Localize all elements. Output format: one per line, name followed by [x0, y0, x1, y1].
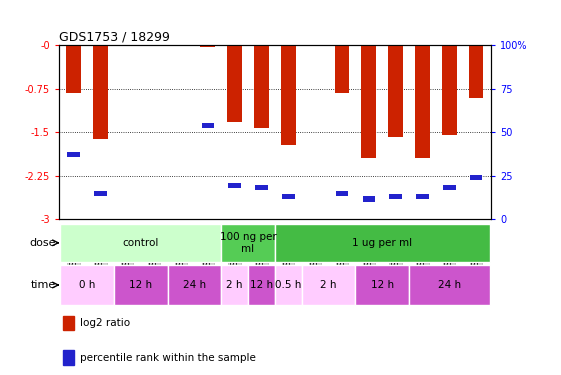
Bar	[334, 45, 350, 93]
Bar	[168, 265, 221, 305]
Text: 0 h: 0 h	[79, 280, 95, 290]
Bar	[409, 265, 490, 305]
Bar	[255, 185, 268, 190]
Bar	[221, 224, 275, 262]
Bar	[389, 194, 402, 199]
Bar	[93, 45, 108, 139]
Bar	[254, 45, 269, 128]
Text: time: time	[31, 280, 56, 290]
Bar	[362, 196, 375, 202]
Text: 24 h: 24 h	[183, 280, 206, 290]
Bar	[415, 45, 430, 158]
Text: dose: dose	[30, 238, 56, 248]
Bar	[361, 45, 376, 158]
Bar	[470, 175, 482, 180]
Bar	[416, 194, 429, 199]
Bar	[66, 45, 81, 93]
Text: 2 h: 2 h	[227, 280, 243, 290]
Bar	[442, 45, 457, 135]
Text: log2 ratio: log2 ratio	[80, 318, 130, 328]
Bar	[275, 224, 490, 262]
Bar	[221, 265, 248, 305]
Bar	[60, 265, 114, 305]
Bar	[302, 265, 355, 305]
Text: control: control	[122, 238, 159, 248]
Bar	[355, 265, 409, 305]
Bar	[201, 123, 214, 128]
Bar	[227, 45, 242, 122]
Text: 2 h: 2 h	[320, 280, 337, 290]
Bar	[114, 265, 168, 305]
Bar	[388, 45, 403, 137]
Bar	[275, 265, 302, 305]
Text: 1 ug per ml: 1 ug per ml	[352, 238, 412, 248]
Text: 12 h: 12 h	[250, 280, 273, 290]
Text: 12 h: 12 h	[129, 280, 152, 290]
Text: GDS1753 / 18299: GDS1753 / 18299	[59, 31, 170, 44]
Bar	[228, 183, 241, 188]
Bar	[248, 265, 275, 305]
Text: percentile rank within the sample: percentile rank within the sample	[80, 352, 255, 363]
Bar	[200, 45, 215, 47]
Bar	[335, 190, 348, 196]
Bar	[443, 185, 456, 190]
Bar	[94, 190, 107, 196]
Bar	[282, 194, 295, 199]
Bar	[60, 224, 221, 262]
Text: 100 ng per
ml: 100 ng per ml	[220, 232, 277, 254]
Bar	[63, 350, 74, 365]
Text: 0.5 h: 0.5 h	[275, 280, 301, 290]
Text: 24 h: 24 h	[438, 280, 461, 290]
Text: 12 h: 12 h	[371, 280, 394, 290]
Bar	[67, 152, 80, 157]
Bar	[469, 45, 484, 99]
Bar	[281, 45, 296, 145]
Bar	[63, 316, 74, 330]
